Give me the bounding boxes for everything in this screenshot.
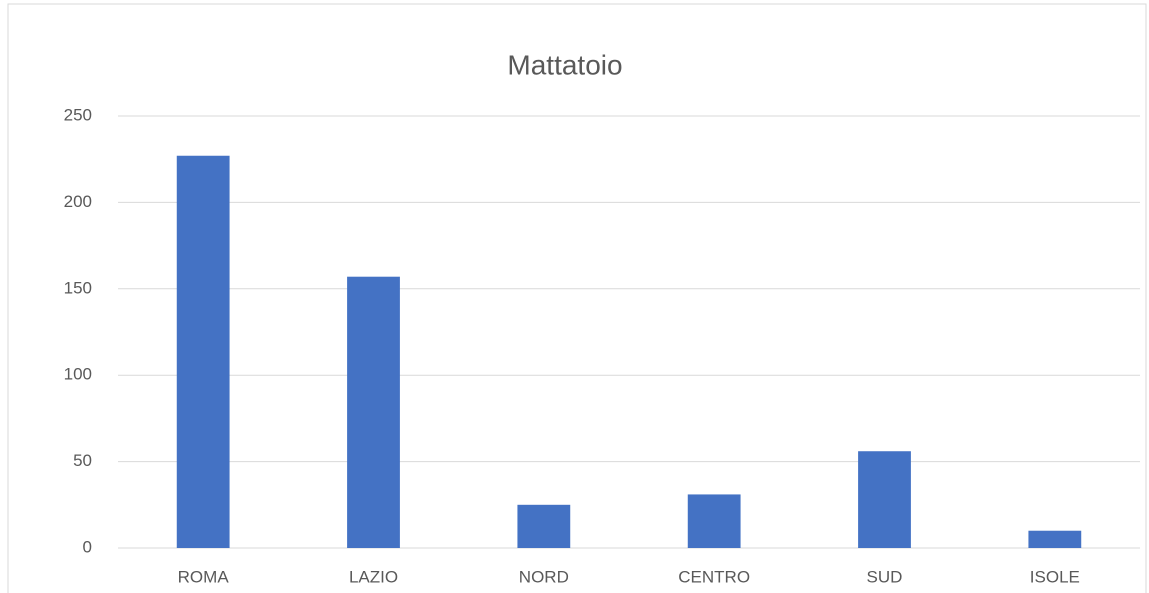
x-tick-label: ROMA (178, 567, 230, 586)
chart-title: Mattatoio (507, 49, 622, 80)
x-tick-label: NORD (519, 567, 569, 586)
bar (1028, 530, 1082, 548)
bar (517, 504, 571, 548)
y-tick-label: 0 (83, 537, 92, 556)
bar (858, 451, 911, 548)
y-tick-label: 100 (64, 365, 92, 384)
bar (347, 276, 400, 548)
y-tick-label: 200 (64, 192, 92, 211)
y-tick-label: 250 (64, 105, 92, 124)
x-tick-label: LAZIO (349, 567, 398, 586)
y-tick-label: 50 (73, 451, 92, 470)
x-tick-label: SUD (867, 567, 903, 586)
bar (176, 155, 230, 548)
x-tick-label: CENTRO (678, 567, 750, 586)
bar (687, 494, 741, 548)
x-tick-label: ISOLE (1030, 567, 1080, 586)
y-tick-label: 150 (64, 278, 92, 297)
